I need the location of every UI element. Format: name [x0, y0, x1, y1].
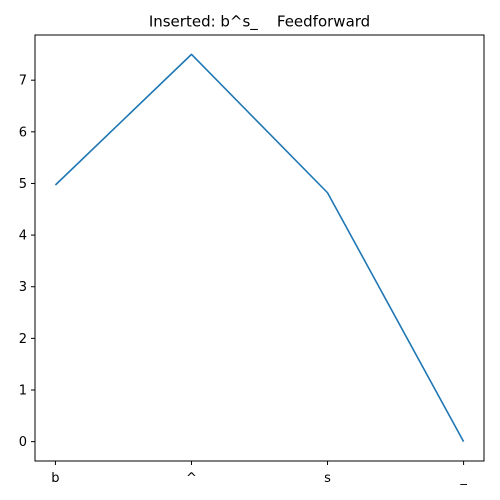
- x-tick-label: ^: [186, 471, 197, 486]
- chart-title: Inserted: b^s_ Feedforward: [149, 13, 370, 32]
- y-tick-label: 4: [19, 229, 27, 244]
- y-tick-label: 2: [19, 332, 27, 347]
- y-tick-label: 1: [19, 384, 27, 399]
- series-line: [54, 53, 465, 443]
- plot-area: b ^ s _ 0 1 2 3 4 5 6 7: [19, 34, 485, 486]
- y-tick-label: 7: [19, 74, 27, 89]
- series-layer: [54, 53, 465, 443]
- x-tick-label: _: [459, 471, 467, 486]
- x-tick-label: s: [324, 471, 331, 486]
- x-axis-ticks: b ^ s _: [51, 461, 467, 486]
- y-tick-label: 3: [19, 280, 27, 295]
- x-tick-label: b: [51, 471, 59, 486]
- y-tick-label: 5: [19, 177, 27, 192]
- y-axis-ticks: 0 1 2 3 4 5 6 7: [19, 74, 35, 450]
- y-tick-label: 0: [19, 435, 27, 450]
- y-tick-label: 6: [19, 125, 27, 140]
- axes-frame: [34, 34, 485, 462]
